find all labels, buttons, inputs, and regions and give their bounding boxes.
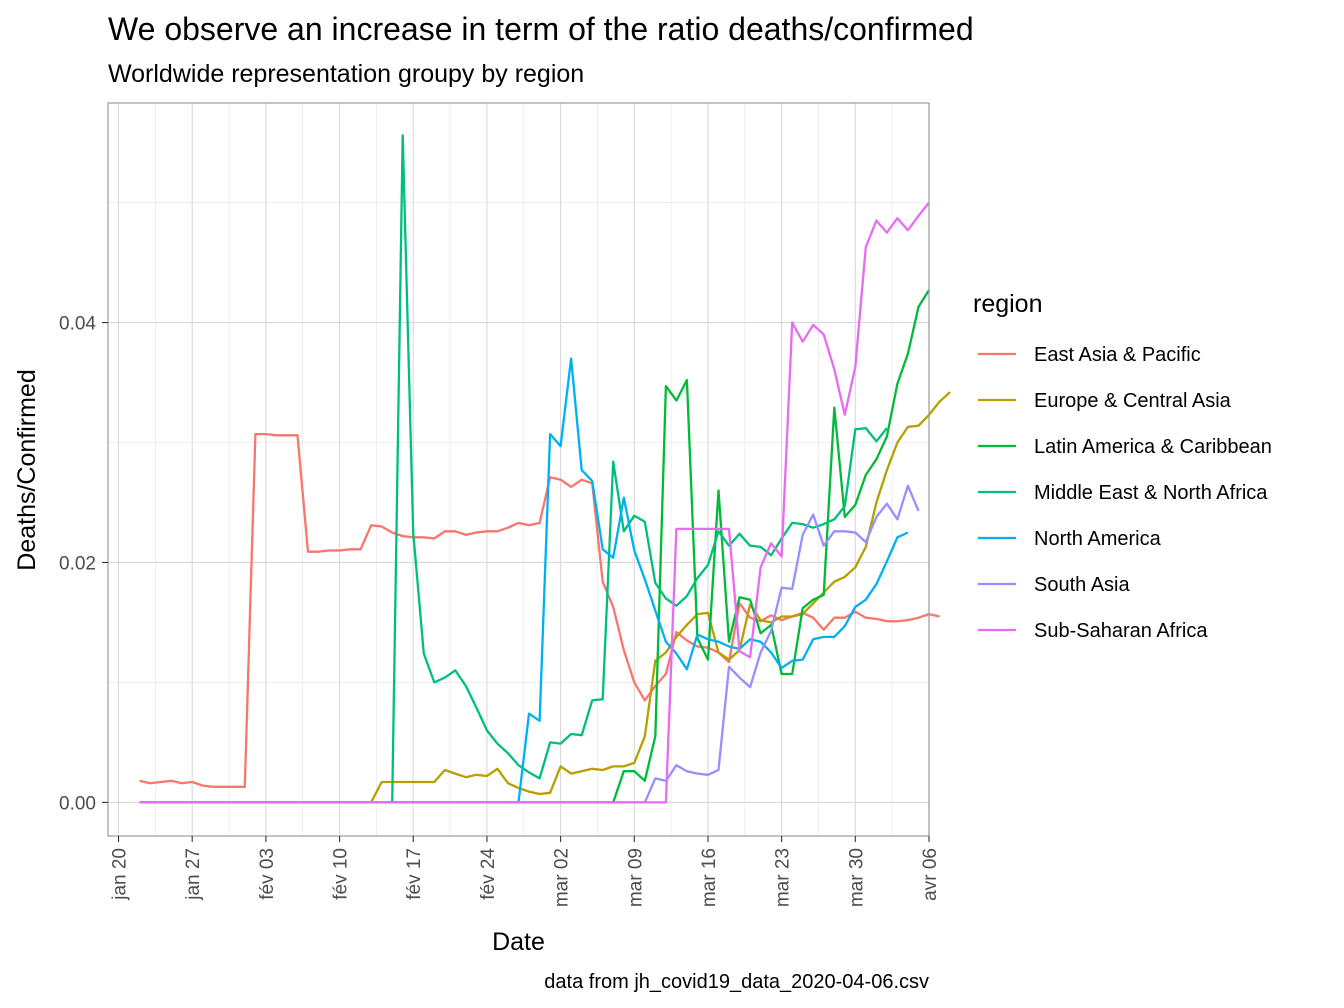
series-line-south-asia (139, 484, 920, 804)
legend-label: Middle East & North Africa (1034, 482, 1268, 504)
series-line-middle-east-north-africa (139, 134, 888, 804)
chart-title: We observe an increase in term of the ra… (108, 11, 974, 47)
legend-item: Europe & Central Asia (978, 390, 1232, 412)
plot-area (107, 102, 951, 837)
x-tick-label: mar 30 (846, 848, 867, 907)
chart-caption: data from jh_covid19_data_2020-04-06.csv (544, 971, 929, 993)
minor-gridlines-y (108, 202, 929, 683)
x-tick-label: jan 27 (183, 848, 204, 901)
y-axis-title: Deaths/Confirmed (13, 369, 41, 570)
plot-border (107, 102, 930, 837)
legend-items: East Asia & Pacific Europe & Central Asia… (978, 344, 1272, 642)
x-tick-label: fév 24 (478, 848, 499, 900)
legend-label: Sub-Saharan Africa (1034, 620, 1208, 642)
legend-title: region (973, 290, 1043, 318)
legend-item: Latin America & Caribbean (978, 436, 1272, 458)
legend-item: East Asia & Pacific (978, 344, 1201, 366)
x-tick-label: mar 09 (625, 848, 646, 907)
series-lines (139, 134, 951, 804)
x-tick-label: mar 02 (552, 848, 573, 907)
legend-item: Sub-Saharan Africa (978, 620, 1208, 642)
x-tick-label: mar 16 (699, 848, 720, 907)
x-tick-label: avr 06 (920, 848, 941, 901)
y-axis: 0.00 0.02 0.04 (59, 314, 108, 814)
x-tick-label: fév 10 (331, 848, 352, 900)
x-axis: jan 20 jan 27 fév 03 fév 10 fév 17 fév 24 mar … (110, 836, 941, 907)
legend-label: South Asia (1034, 574, 1131, 596)
legend-item: North America (978, 528, 1162, 550)
y-tick-label: 0.04 (59, 314, 96, 335)
y-tick-label: 0.00 (59, 793, 96, 814)
series-line-sub-saharan-africa (139, 201, 930, 804)
legend-label: Latin America & Caribbean (1034, 436, 1272, 458)
x-tick-label: jan 20 (110, 848, 131, 901)
x-tick-label: fév 17 (404, 848, 425, 900)
x-tick-label: fév 03 (257, 848, 278, 900)
legend-label: Europe & Central Asia (1034, 390, 1232, 412)
series-line-east-asia-pacific (139, 432, 940, 788)
x-tick-label: mar 23 (773, 848, 794, 907)
major-gridlines-y (108, 321, 929, 803)
legend: region East Asia & Pacific Europe & Centr… (973, 290, 1272, 642)
legend-item: South Asia (978, 574, 1131, 596)
legend-label: East Asia & Pacific (1034, 344, 1201, 366)
x-axis-title: Date (492, 928, 545, 956)
chart-subtitle: Worldwide representation groupy by regio… (108, 60, 584, 88)
series-line-latin-america-caribbean (139, 289, 930, 804)
gridlines-x (117, 103, 930, 836)
legend-label: North America (1034, 528, 1162, 550)
y-tick-label: 0.02 (59, 553, 96, 574)
legend-item: Middle East & North Africa (978, 482, 1268, 504)
